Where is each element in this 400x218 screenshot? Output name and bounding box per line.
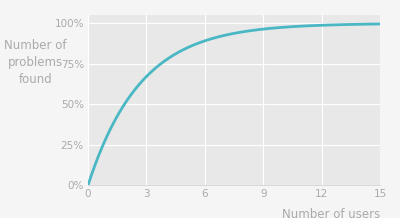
Text: Number of
problems
found: Number of problems found xyxy=(4,39,66,86)
X-axis label: Number of users: Number of users xyxy=(282,208,380,218)
